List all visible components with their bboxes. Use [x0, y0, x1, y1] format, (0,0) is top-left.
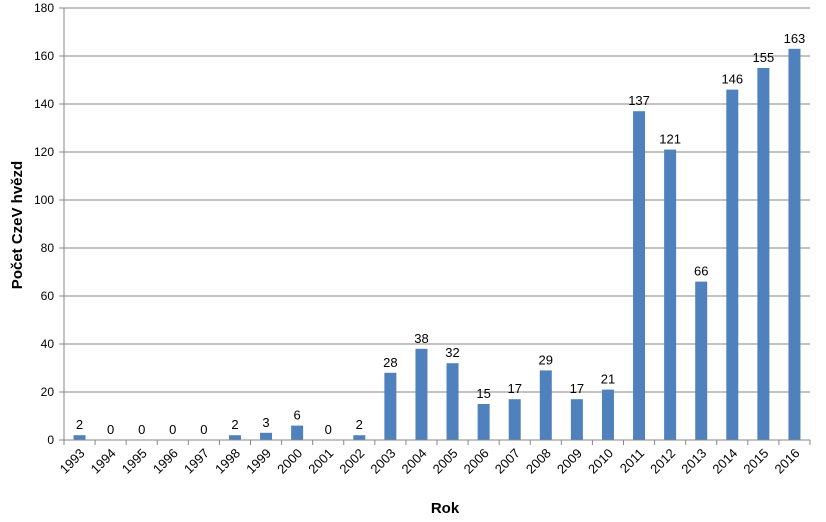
data-label-2015: 155 [753, 50, 775, 65]
data-label-2012: 121 [659, 132, 681, 147]
x-tick-label-2013: 2013 [678, 446, 709, 477]
bar-2014 [726, 89, 739, 440]
data-label-2014: 146 [721, 72, 743, 87]
bar-2009 [570, 399, 583, 440]
data-labels: 2 0 0 0 0 2 3 6 0 2 28 38 32 15 17 29 17 21 137 121 66 146 155… [76, 31, 805, 437]
x-tick-label-2010: 2010 [585, 446, 616, 477]
x-tick-label-2008: 2008 [523, 446, 554, 477]
x-tick-label-2014: 2014 [709, 446, 740, 477]
y-tick-label: 80 [41, 241, 55, 255]
y-tick-label: 180 [34, 1, 54, 15]
data-label-2001: 0 [325, 422, 332, 437]
bar-2016 [788, 48, 801, 441]
data-label-1994: 0 [107, 422, 114, 437]
data-label-2005: 32 [445, 345, 459, 360]
x-tick-label-2007: 2007 [492, 446, 523, 477]
bar-1999 [260, 432, 273, 440]
x-tick-label-2001: 2001 [305, 446, 336, 477]
y-axis-title: Počet CzeV hvězd [9, 161, 26, 289]
x-tick-label-2000: 2000 [274, 446, 305, 477]
y-tick-label: 0 [47, 433, 54, 447]
data-label-2006: 15 [476, 386, 490, 401]
bar-2003 [384, 372, 397, 440]
bar-2002 [353, 435, 366, 440]
data-label-2002: 2 [356, 417, 363, 432]
bar-2006 [477, 404, 490, 440]
x-tick-label-2002: 2002 [336, 446, 367, 477]
bar-2013 [695, 281, 708, 440]
data-label-2009: 17 [570, 381, 584, 396]
x-tick-label-1999: 1999 [243, 446, 274, 477]
data-label-2000: 6 [294, 408, 301, 423]
x-tick-label-2006: 2006 [461, 446, 492, 477]
data-label-1999: 3 [262, 415, 269, 430]
bar-2004 [415, 348, 428, 440]
bar-2015 [757, 68, 770, 440]
bar-2008 [539, 370, 552, 440]
x-axis-title: Rok [431, 500, 460, 517]
data-label-1998: 2 [231, 417, 238, 432]
data-label-2010: 21 [601, 372, 615, 387]
bar-2000 [291, 425, 304, 440]
bar-2012 [664, 149, 677, 440]
x-tick-label-1993: 1993 [57, 446, 88, 477]
x-tick-label-2012: 2012 [647, 446, 678, 477]
data-label-2003: 28 [383, 355, 397, 370]
x-tick-label-1997: 1997 [181, 446, 212, 477]
y-tick-label: 160 [34, 49, 54, 63]
x-tick-label-2005: 2005 [430, 446, 461, 477]
x-tick-label-2009: 2009 [554, 446, 585, 477]
bar-2010 [601, 389, 614, 440]
y-tick-label: 40 [41, 337, 55, 351]
data-label-1996: 0 [169, 422, 176, 437]
x-tick-label-1995: 1995 [119, 446, 150, 477]
bar-2011 [633, 111, 646, 440]
data-label-2013: 66 [694, 264, 708, 279]
bar-2005 [446, 363, 459, 440]
gridlines [64, 7, 810, 393]
x-tick-label-1996: 1996 [150, 446, 181, 477]
y-tick-label: 140 [34, 97, 54, 111]
y-tick-label: 120 [34, 145, 54, 159]
data-label-2008: 29 [539, 352, 553, 367]
bar-1993 [73, 435, 86, 440]
y-tick-label: 100 [34, 193, 54, 207]
data-label-1997: 0 [200, 422, 207, 437]
x-tick-label-1998: 1998 [212, 446, 243, 477]
y-tick-label: 20 [41, 385, 55, 399]
data-label-2011: 137 [628, 93, 650, 108]
x-tick-label-2015: 2015 [740, 446, 771, 477]
data-label-2016: 163 [784, 31, 806, 46]
data-label-2004: 38 [414, 331, 428, 346]
y-tick-label: 60 [41, 289, 55, 303]
bar-2007 [508, 399, 521, 440]
data-label-2007: 17 [507, 381, 521, 396]
y-axis-ticks: 0 20 40 60 80 100 120 140 160 180 [34, 1, 64, 447]
data-label-1993: 2 [76, 417, 83, 432]
bars [73, 48, 801, 441]
x-tick-label-1994: 1994 [88, 446, 119, 477]
x-tick-label-2016: 2016 [772, 446, 803, 477]
x-tick-label-2003: 2003 [367, 446, 398, 477]
data-label-1995: 0 [138, 422, 145, 437]
x-axis-ticks: 1993 1994 1995 1996 1997 1998 1999 2000 2001 2002… [57, 440, 811, 477]
x-tick-label-2011: 2011 [617, 446, 647, 476]
bar-1998 [228, 435, 241, 440]
x-tick-label-2004: 2004 [399, 446, 430, 477]
